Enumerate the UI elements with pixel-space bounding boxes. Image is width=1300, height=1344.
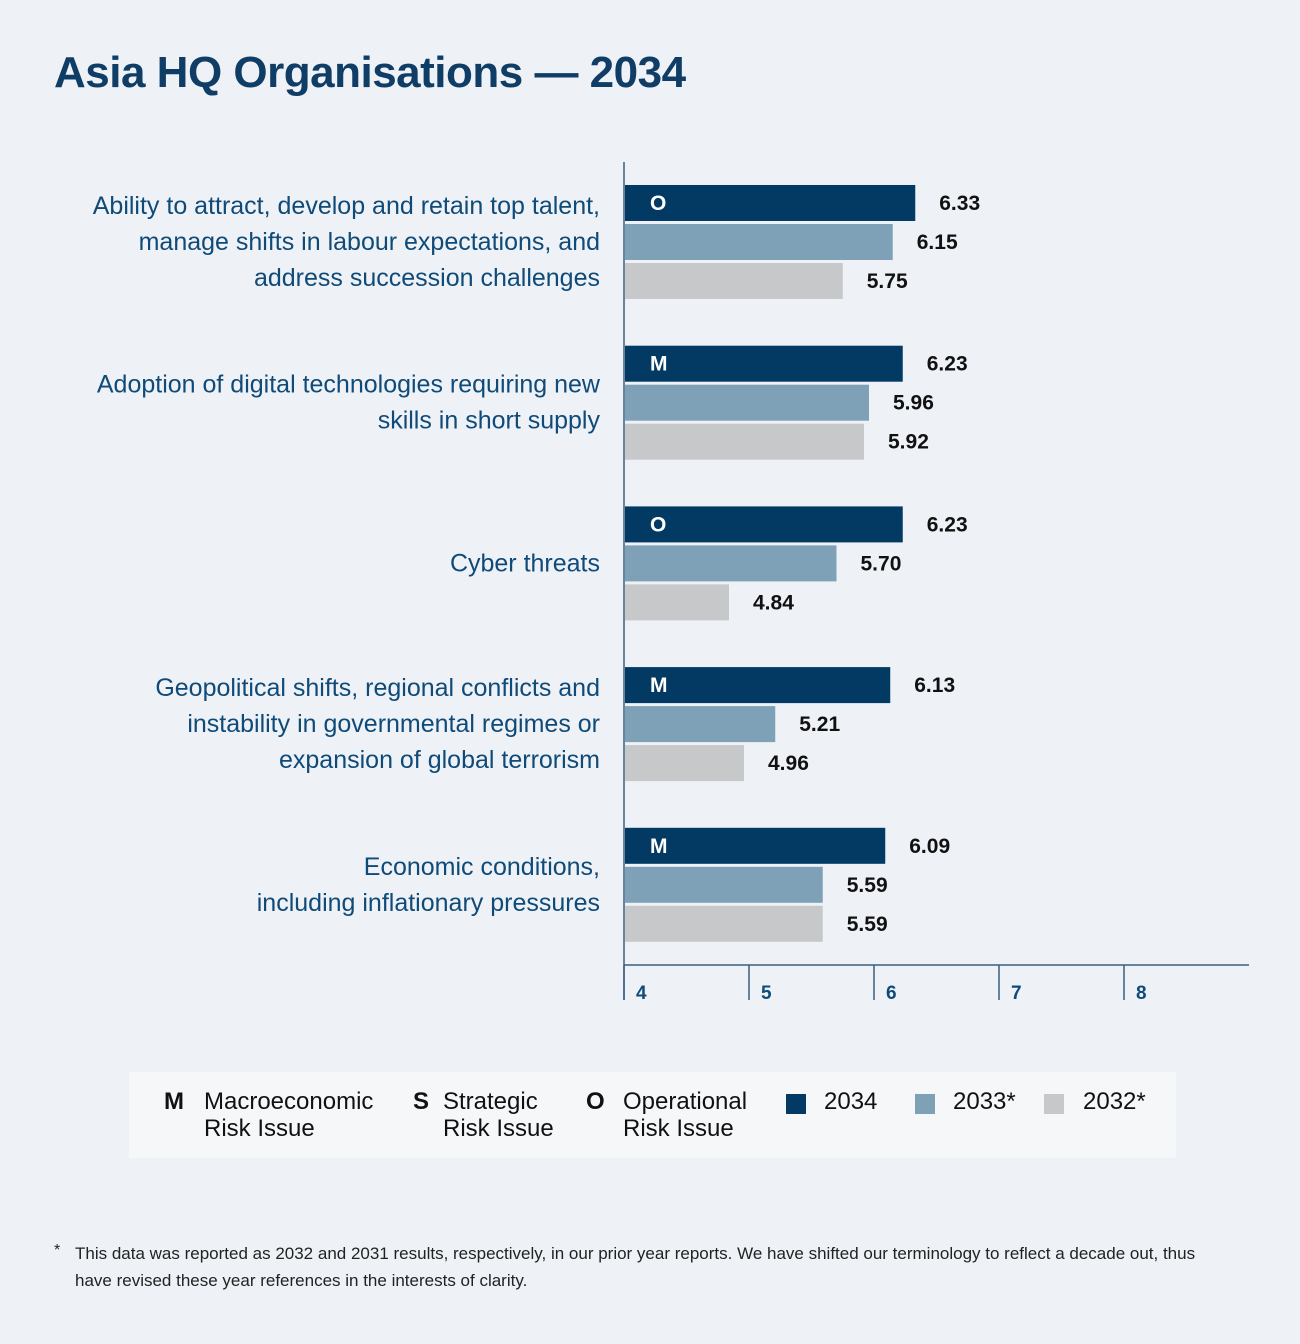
data-label-2034-4: 6.09 [909,835,950,858]
data-label-2034-0: 6.33 [939,192,980,215]
bar-2034-1 [625,345,903,382]
category-label-0-line-2: address succession challenges [254,264,600,292]
legend-label-2033: 2033* [953,1088,1016,1115]
bar-2034-2 [625,506,903,543]
category-label-1-line-0: Adoption of digital technologies requiri… [97,371,601,399]
data-label-2033-3: 5.21 [799,713,840,736]
footnote-marker: * [54,1242,61,1259]
risk-code-label-3: M [650,674,668,697]
bar-2032-3 [625,745,744,782]
footnote-text: This data was reported as 2032 and 2031 … [75,1244,1196,1290]
category-label-1-line-1: skills in short supply [378,407,601,435]
legend-code-m: M [164,1088,184,1115]
x-tick-label: 7 [1011,983,1022,1004]
legend: M Macroeconomic Risk Issue S Strategic R… [129,1072,1176,1158]
bar-2033-2 [625,545,837,582]
legend-label-strategic: Strategic Risk Issue [443,1088,554,1142]
legend-label-2032: 2032* [1083,1088,1146,1115]
legend-code-s: S [413,1088,430,1115]
category-label-3-line-0: Geopolitical shifts, regional conflicts … [155,674,600,702]
bar-2033-1 [625,384,869,421]
x-tick-label: 4 [636,983,647,1004]
bar-2034-4 [625,827,886,864]
data-label-2033-1: 5.96 [893,392,934,415]
risk-code-label-1: M [650,353,668,376]
legend-label-operational: Operational Risk Issue [623,1088,748,1142]
legend-code-o: O [586,1088,605,1115]
category-label-2-line-0: Cyber threats [450,549,600,577]
legend-swatch-2032 [1044,1094,1064,1114]
category-label-0-line-0: Ability to attract, develop and retain t… [93,192,600,220]
risk-code-label-2: O [650,513,666,536]
chart-title: Asia HQ Organisations — 2034 [54,48,686,97]
risk-code-label-0: O [650,192,666,215]
legend-label-2034: 2034 [824,1088,878,1115]
category-label-4-line-0: Economic conditions, [364,853,600,881]
data-label-2034-2: 6.23 [927,513,968,536]
data-label-2032-4: 5.59 [847,913,888,936]
category-label-3-line-1: instability in governmental regimes or [187,710,600,738]
data-label-2032-2: 4.84 [753,591,794,614]
bar-2034-0 [625,185,916,221]
legend-swatch-2034 [786,1094,806,1114]
data-label-2033-2: 5.70 [861,552,902,575]
legend-label-macroeconomic: Macroeconomic Risk Issue [204,1088,374,1142]
data-label-2032-1: 5.92 [888,431,929,454]
x-tick-label: 8 [1136,983,1147,1004]
bar-2032-1 [625,423,864,460]
data-label-2033-0: 6.15 [917,231,958,254]
category-label-0-line-1: manage shifts in labour expectations, an… [139,228,600,256]
category-label-3-line-2: expansion of global terrorism [279,746,600,774]
bar-2033-4 [625,866,823,903]
category-label-4-line-1: including inflationary pressures [257,889,600,917]
data-label-2032-0: 5.75 [867,270,908,293]
data-label-2032-3: 4.96 [768,752,809,775]
bar-2032-2 [625,584,729,621]
bar-2033-0 [625,224,893,260]
data-label-2033-4: 5.59 [847,874,888,897]
x-tick-label: 6 [886,983,897,1004]
risk-code-label-4: M [650,835,668,858]
bar-chart: 4 5 6 7 8 6.33 6.15 5.75 O Ability to attract, de… [93,162,1249,1004]
bar-2034-3 [625,667,891,704]
bar-2033-3 [625,706,776,743]
x-tick-label: 5 [761,983,772,1004]
data-label-2034-1: 6.23 [927,353,968,376]
data-label-2034-3: 6.13 [914,674,955,697]
legend-swatch-2033 [915,1094,935,1114]
bar-2032-4 [625,905,823,942]
bar-2032-0 [625,263,843,299]
